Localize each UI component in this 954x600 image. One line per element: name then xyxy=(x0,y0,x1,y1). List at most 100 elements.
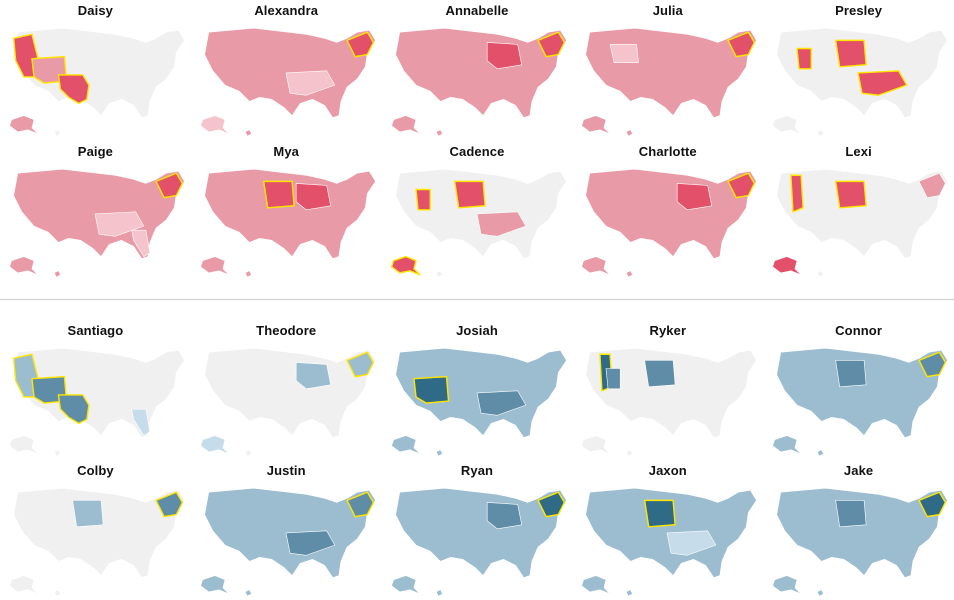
us-map xyxy=(772,27,948,137)
alaska-shape xyxy=(581,435,611,455)
hawaii-shape xyxy=(435,449,443,457)
map-panel-title: Ryan xyxy=(460,463,494,478)
map-panel-title: Charlotte xyxy=(638,144,697,159)
region-northeast xyxy=(727,31,756,58)
section-divider xyxy=(0,299,954,300)
hawaii-shape xyxy=(244,129,252,137)
map-panel-colby: Colby xyxy=(0,460,191,600)
hawaii-shape xyxy=(54,589,61,597)
alaska-shape xyxy=(390,435,420,455)
map-panel-josiah: Josiah xyxy=(382,320,573,460)
us-map xyxy=(581,168,758,278)
alaska-shape xyxy=(200,256,230,276)
contiguous-us-shape xyxy=(776,487,948,578)
map-panel-ryan: Ryan xyxy=(382,460,573,600)
region-idaho xyxy=(790,174,804,213)
region-northeast xyxy=(918,491,947,518)
map-panel-title: Paige xyxy=(77,144,113,159)
alaska-shape xyxy=(581,256,611,276)
map-panel-presley: Presley xyxy=(763,0,954,141)
region-northeast xyxy=(536,31,565,58)
region-southwest xyxy=(412,375,449,404)
contiguous-us-shape xyxy=(394,27,567,118)
map-panel-justin: Justin xyxy=(191,460,382,600)
map-panel-connor: Connor xyxy=(763,320,954,460)
region-plains xyxy=(835,500,867,528)
alaska-shape xyxy=(390,115,420,135)
region-mountain xyxy=(610,44,640,64)
map-panel-theodore: Theodore xyxy=(191,320,382,460)
map-panel-title: Alexandra xyxy=(254,3,319,18)
region-utah xyxy=(796,47,813,70)
region-northeast xyxy=(155,491,184,518)
map-panel-jake: Jake xyxy=(763,460,954,600)
alaska-shape xyxy=(772,115,802,135)
alaska-shape xyxy=(581,575,611,595)
region-northeast xyxy=(346,31,374,58)
hawaii-shape xyxy=(626,129,634,137)
us-map xyxy=(772,168,948,278)
contiguous-us-shape xyxy=(585,347,758,438)
region-midwest xyxy=(295,183,331,211)
us-map xyxy=(390,168,567,278)
hawaii-shape xyxy=(626,449,634,457)
map-panel-title: Josiah xyxy=(456,323,498,338)
map-panel-charlotte: Charlotte xyxy=(572,141,763,282)
hawaii-shape xyxy=(435,129,443,137)
contiguous-us-shape xyxy=(585,168,758,259)
region-plains xyxy=(835,180,868,209)
map-panel-annabelle: Annabelle xyxy=(382,0,573,141)
region-northeast xyxy=(536,491,565,518)
map-panel-title: Ryker xyxy=(649,323,687,338)
contiguous-us-shape xyxy=(776,347,948,438)
hawaii-shape xyxy=(54,449,61,457)
region-texas xyxy=(57,74,90,105)
region-alaska xyxy=(772,256,802,276)
region-midwest xyxy=(295,362,331,390)
region-texas xyxy=(57,394,90,425)
region-southwest xyxy=(31,55,68,84)
map-panel-title: Theodore xyxy=(256,323,317,338)
us-map xyxy=(772,487,948,597)
region-northeast xyxy=(346,351,374,378)
region-northeast xyxy=(346,491,374,518)
contiguous-us-shape xyxy=(13,487,185,578)
alaska-shape xyxy=(581,115,611,135)
us-map xyxy=(581,347,758,457)
alaska-shape xyxy=(390,575,420,595)
region-alaska xyxy=(200,115,230,135)
us-map xyxy=(200,27,376,137)
us-map xyxy=(581,487,758,597)
map-panel-title: Daisy xyxy=(77,3,113,18)
region-plains xyxy=(835,360,867,388)
region-florida xyxy=(131,229,151,257)
hawaii-shape xyxy=(244,589,252,597)
map-panel-title: Santiago xyxy=(67,323,124,338)
region-northeast xyxy=(155,172,184,199)
region-northeast xyxy=(918,351,947,378)
hawaii-shape xyxy=(435,589,443,597)
map-panel-title: Presley xyxy=(835,3,883,18)
region-florida xyxy=(131,408,151,436)
region-plains xyxy=(262,180,295,209)
region-plains xyxy=(72,500,104,528)
map-panel-daisy: Daisy xyxy=(0,0,191,141)
us-map xyxy=(9,347,185,457)
region-alaska xyxy=(9,115,39,135)
region-utah xyxy=(606,368,621,390)
us-map xyxy=(9,168,185,278)
alaska-shape xyxy=(772,435,802,455)
map-panel-mya: Mya xyxy=(191,141,382,282)
hawaii-shape xyxy=(626,270,634,278)
contiguous-us-shape xyxy=(204,168,376,259)
map-panel-santiago: Santiago xyxy=(0,320,191,460)
contiguous-us-shape xyxy=(776,168,948,259)
us-map xyxy=(390,27,567,137)
girls-name-maps-grid: Daisy Alexandra Annabelle Julia Presley Paige… xyxy=(0,0,954,282)
alaska-shape xyxy=(200,575,230,595)
hawaii-shape xyxy=(244,270,252,278)
hawaii-shape xyxy=(54,129,61,137)
us-map xyxy=(390,347,567,457)
map-panel-ryker: Ryker xyxy=(572,320,763,460)
us-map xyxy=(9,487,185,597)
